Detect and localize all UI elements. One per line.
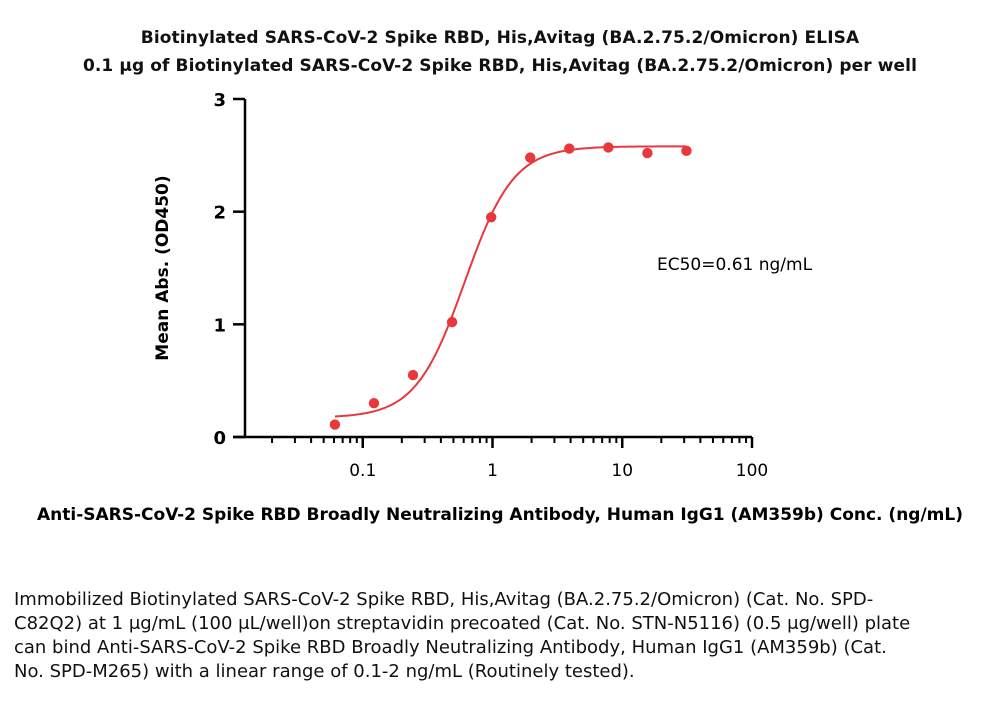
y-tick-label: 3 (213, 90, 226, 111)
data-point (329, 419, 341, 430)
data-point (681, 145, 692, 157)
chart-subtitle: 0.1 μg of Biotinylated SARS-CoV-2 Spike … (82, 56, 918, 76)
fit-curve (334, 145, 687, 418)
data-point (485, 212, 497, 223)
chart-title: Biotinylated SARS-CoV-2 Spike RBD, His,A… (140, 28, 860, 48)
data-point (603, 142, 614, 153)
x-tick-label: 0.1 (349, 461, 376, 481)
data-point (525, 152, 536, 163)
y-tick-label: 0 (213, 428, 226, 449)
x-tick-label: 100 (736, 461, 768, 481)
figure-caption: Immobilized Biotinylated SARS-CoV-2 Spik… (14, 589, 911, 682)
data-point (446, 316, 458, 328)
data-points (329, 142, 692, 430)
y-tick-label: 1 (213, 315, 226, 336)
x-tick-label: 10 (611, 461, 633, 481)
y-tick-label: 2 (213, 203, 226, 224)
ec50-annotation: EC50=0.61 ng/mL (657, 255, 813, 275)
data-point (564, 143, 575, 154)
data-point (407, 369, 419, 381)
y-axis-label: Mean Abs. (OD450) (153, 175, 173, 360)
x-tick-label: 1 (487, 461, 498, 481)
tick-marks: 0 1 2 3 0.1 1 10 100 (213, 90, 768, 481)
data-point (642, 147, 653, 159)
data-point (368, 398, 380, 409)
x-axis-label: Anti-SARS-CoV-2 Spike RBD Broadly Neutra… (37, 505, 963, 525)
